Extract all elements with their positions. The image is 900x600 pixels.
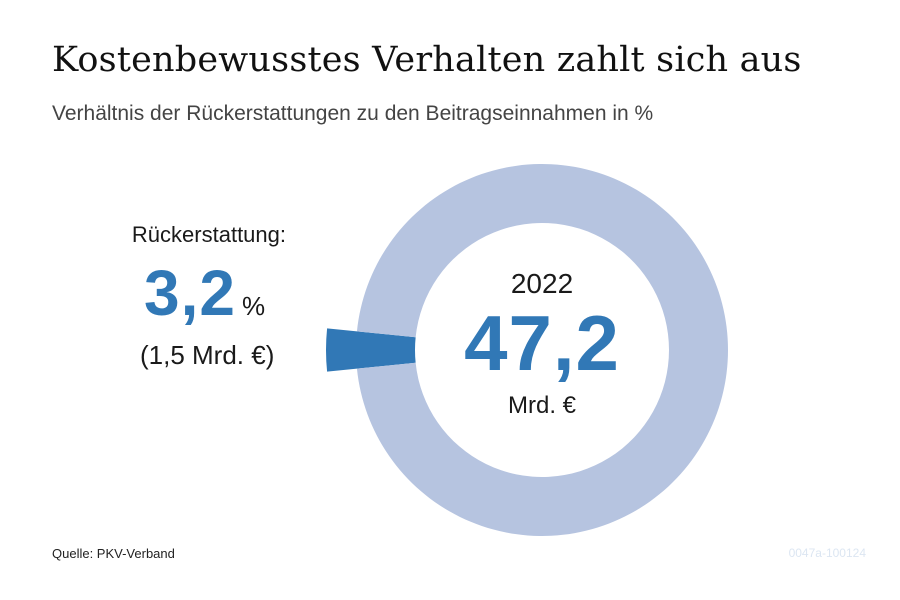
slice-rueckerstattung (326, 328, 416, 372)
refund-value-group: 3,2% (144, 256, 265, 330)
chart-code: 0047a-100124 (788, 546, 866, 560)
page-title: Kostenbewusstes Verhalten zahlt sich aus (52, 40, 802, 80)
refund-amount: (1,5 Mrd. €) (140, 340, 275, 370)
slice-rest (356, 164, 728, 536)
refund-value: 3,2 (144, 257, 236, 329)
refund-label: Rückerstattung: (131, 222, 286, 247)
source-note: Quelle: PKV-Verband (52, 546, 175, 561)
page-subtitle: Verhältnis der Rückerstattungen zu den B… (52, 102, 654, 125)
refund-unit: % (241, 291, 266, 321)
